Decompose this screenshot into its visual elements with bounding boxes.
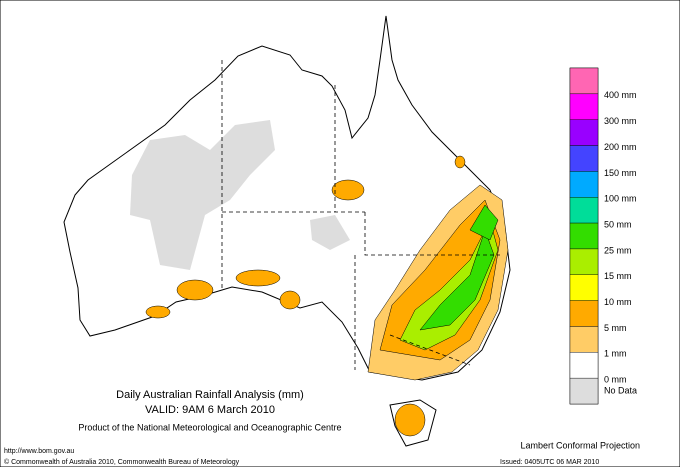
legend-label: 50 mm — [604, 219, 632, 229]
no-data-area — [130, 120, 275, 270]
legend-swatch — [569, 222, 599, 250]
product: Product of the National Meteorological a… — [78, 422, 341, 432]
legend-label: 400 mm — [604, 90, 637, 100]
legend-swatch — [569, 67, 599, 95]
copyright: © Commonwealth of Australia 2010, Common… — [4, 458, 240, 466]
legend-label: 300 mm — [604, 116, 637, 126]
no-data-area — [310, 215, 350, 250]
legend-swatch — [569, 248, 599, 275]
legend-label: No Data — [604, 385, 637, 395]
legend-swatch — [569, 145, 599, 172]
legend-swatch — [569, 197, 599, 224]
projection: Lambert Conformal Projection — [520, 440, 640, 450]
legend-swatch — [569, 326, 599, 353]
url: http://www.bom.gov.au — [4, 448, 74, 455]
title: Daily Australian Rainfall Analysis (mm) — [116, 389, 304, 401]
rain-areas — [145, 155, 509, 437]
legend-label: 0 mm — [604, 375, 627, 385]
legend-label: 100 mm — [604, 194, 637, 204]
legend-swatch — [569, 171, 599, 198]
legend-swatch — [569, 300, 599, 327]
legend-label: 150 mm — [604, 168, 637, 178]
legend-label: 200 mm — [604, 142, 637, 152]
legend-swatch — [569, 93, 599, 120]
legend-label: 25 mm — [604, 245, 632, 255]
legend-swatch — [569, 119, 599, 146]
valid-date: VALID: 9AM 6 March 2010 — [145, 404, 275, 416]
legend-label: 5 mm — [604, 323, 627, 333]
legend-swatch — [569, 274, 599, 301]
legend-label: 1 mm — [604, 349, 627, 359]
legend-label: 10 mm — [604, 297, 632, 307]
issued: Issued: 0405UTC 06 MAR 2010 — [500, 459, 599, 466]
state-borders — [221, 60, 500, 370]
legend-swatch — [569, 352, 599, 379]
legend-label: 15 mm — [604, 271, 632, 281]
legend-swatch — [569, 377, 599, 405]
